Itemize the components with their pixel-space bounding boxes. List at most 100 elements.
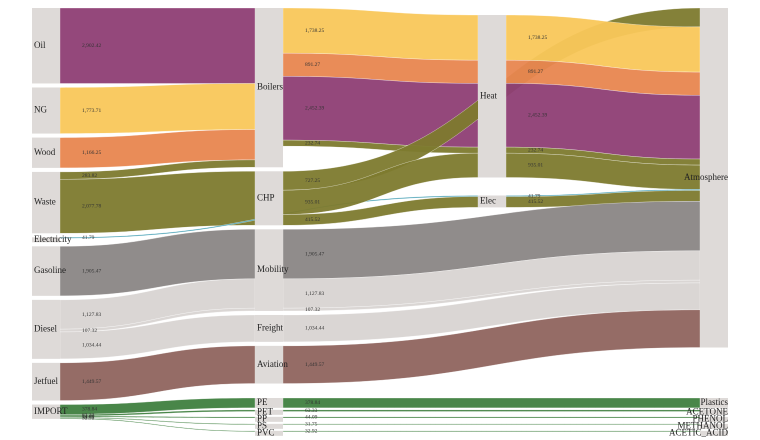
link-label: 2,077.78	[82, 204, 102, 210]
node	[255, 171, 283, 226]
link-label: 2,902.42	[82, 43, 102, 49]
node-label: PE	[257, 397, 268, 407]
node	[700, 430, 728, 436]
link-label: 32.92	[82, 416, 95, 422]
labels: 2,902.42 1,773.71 1,166.25 283.82 2,077.78 41…	[34, 28, 728, 438]
link-label: 1,034.44	[82, 343, 102, 349]
link	[59, 345, 256, 401]
link-label: 891.27	[528, 69, 543, 75]
node-label: Diesel	[34, 323, 57, 333]
node	[700, 398, 728, 408]
link	[59, 308, 256, 333]
node-label: Oil	[34, 40, 46, 50]
node	[32, 171, 60, 234]
node-label: Boilers	[257, 82, 283, 92]
node-label: Atmosphere	[684, 172, 728, 182]
node-label: CHP	[257, 192, 275, 202]
link	[282, 430, 701, 432]
node-label: ACETIC_ACID	[669, 427, 728, 437]
node-label: PS	[257, 420, 267, 430]
link-label: 31.75	[82, 415, 95, 421]
link-label: 232.74	[528, 147, 543, 153]
node	[255, 398, 283, 408]
link-label: 232.74	[305, 140, 320, 146]
node	[32, 299, 60, 359]
node-label: IMPORT	[34, 406, 68, 416]
link-label: 891.27	[305, 62, 320, 68]
node	[255, 423, 283, 429]
node-label: Aviation	[257, 359, 288, 369]
link-label: 1,905.47	[82, 268, 102, 274]
node	[32, 8, 60, 84]
node-label: Mobility	[257, 264, 289, 274]
link-label: 1,127.83	[82, 312, 102, 318]
link-label: 1,166.25	[82, 150, 102, 156]
node	[32, 362, 60, 401]
node	[32, 404, 60, 419]
node-label: Jetfuel	[34, 376, 58, 386]
links	[59, 7, 701, 432]
node-label: METHANOL	[678, 420, 729, 430]
link-label: 727.25	[305, 178, 320, 184]
node	[255, 409, 283, 415]
node	[32, 246, 60, 296]
link-label: 415.52	[305, 217, 320, 223]
link	[282, 416, 701, 419]
link-label: 378.84	[305, 400, 320, 406]
node	[32, 87, 60, 134]
node	[255, 8, 283, 168]
node-label: Plastics	[700, 397, 728, 407]
link	[59, 397, 256, 415]
link	[282, 397, 701, 409]
node-label: Elec	[480, 195, 496, 205]
link-label: 1,449.57	[305, 362, 325, 368]
node	[32, 137, 60, 168]
link-label: 2,452.39	[305, 106, 325, 112]
node	[255, 345, 283, 384]
link-label: 415.52	[528, 199, 543, 205]
link-label: 378.84	[82, 407, 97, 413]
link-label: 935.01	[305, 200, 320, 206]
link	[59, 171, 256, 234]
link-label: 1,034.44	[305, 326, 325, 332]
node	[700, 416, 728, 422]
link-label: 1,905.47	[305, 251, 325, 257]
link-label: 31.75	[305, 422, 318, 428]
node-label: Waste	[34, 197, 56, 207]
link	[282, 7, 479, 61]
link-label: 63.33	[305, 408, 318, 414]
node	[700, 8, 728, 348]
node	[700, 409, 728, 415]
link-label: 44.09	[82, 414, 95, 420]
link-label: 41.79	[82, 235, 95, 241]
link-label: 1,449.57	[82, 379, 102, 385]
link-label: 63.33	[82, 412, 95, 418]
node	[255, 416, 283, 422]
node	[478, 195, 506, 208]
node-label: PP	[257, 413, 267, 423]
link-label: 107.32	[82, 328, 97, 334]
link-label: 283.82	[82, 173, 97, 179]
link-label: 44.09	[305, 415, 318, 421]
nodes	[32, 8, 728, 436]
node-label: PVC	[257, 427, 275, 437]
node	[255, 229, 283, 311]
node-label: NG	[34, 105, 47, 115]
link-label: 1,773.71	[82, 108, 102, 114]
node	[32, 237, 60, 243]
node-label: Gasoline	[34, 265, 66, 275]
node	[255, 314, 283, 342]
link-label: 1,738.25	[528, 35, 548, 41]
link-label: 935.01	[528, 163, 543, 169]
node-label: Electricity	[34, 234, 72, 244]
link-label: 107.32	[305, 307, 320, 313]
node	[700, 423, 728, 429]
link	[282, 409, 701, 412]
link-label: 41.79	[528, 193, 541, 199]
node	[255, 430, 283, 436]
link	[282, 423, 701, 425]
node-label: PET	[257, 406, 274, 416]
link-label: 1,738.25	[305, 28, 325, 34]
node	[478, 15, 506, 178]
